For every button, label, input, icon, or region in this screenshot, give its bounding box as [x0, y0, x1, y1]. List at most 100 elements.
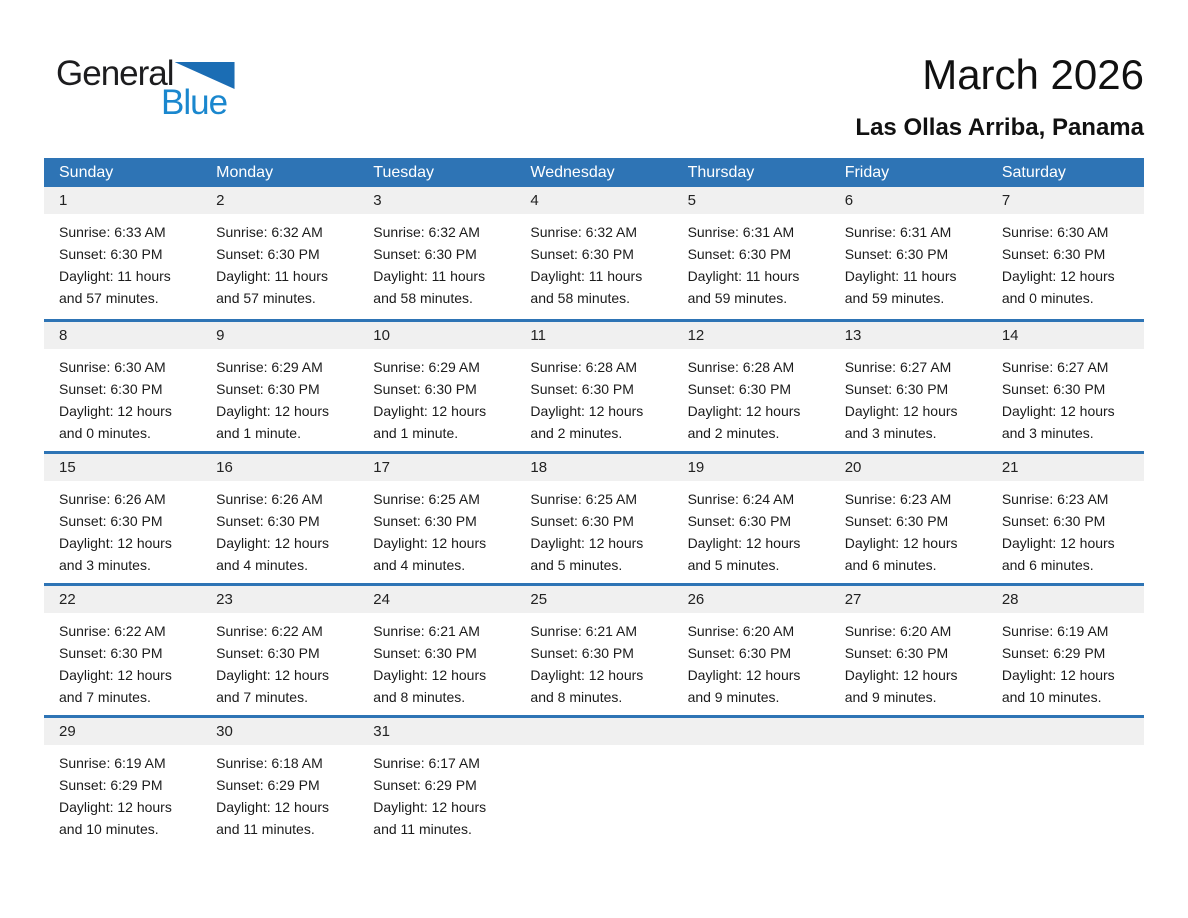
date-number [986, 718, 1144, 745]
daylight-text: Daylight: 12 hours and 3 minutes. [59, 535, 172, 573]
date-number: 16 [201, 454, 359, 481]
day-details: Sunrise: 6:28 AM Sunset: 6:30 PM Daylight:… [673, 349, 830, 444]
daylight-text: Daylight: 12 hours and 11 minutes. [373, 799, 487, 837]
date-number: 1 [44, 187, 202, 214]
week-row: 22 Sunrise: 6:22 AM Sunset: 6:30 PM Dayligh… [44, 583, 1144, 715]
empty-day-cell [986, 718, 1144, 847]
date-number: 13 [829, 322, 987, 349]
day-cell: 18 Sunrise: 6:25 AM Sunset: 6:30 PM Dayligh… [515, 454, 673, 583]
sunrise-text: Sunrise: 6:27 AM [1001, 359, 1109, 375]
day-cell: 1 Sunrise: 6:33 AM Sunset: 6:30 PM Daylight… [44, 187, 202, 319]
date-number: 29 [44, 718, 202, 745]
daylight-text: Daylight: 12 hours and 8 minutes. [373, 667, 487, 705]
sunrise-text: Sunrise: 6:31 AM [687, 224, 795, 240]
sunset-text: Sunset: 6:30 PM [844, 246, 949, 262]
weekday-friday: Friday [844, 163, 890, 181]
calendar-grid: Sunday Monday Tuesday Wednesday Thursday… [44, 158, 1144, 847]
sunset-text: Sunset: 6:30 PM [1001, 513, 1106, 529]
sunset-text: Sunset: 6:30 PM [844, 645, 949, 661]
logo-text-general: General [56, 54, 175, 93]
date-number [515, 718, 673, 745]
sunrise-text: Sunrise: 6:27 AM [844, 359, 952, 375]
day-cell: 17 Sunrise: 6:25 AM Sunset: 6:30 PM Dayligh… [358, 454, 516, 583]
sunset-text: Sunset: 6:29 PM [216, 777, 320, 793]
weekday-saturday: Saturday [1001, 163, 1066, 181]
sunset-text: Sunset: 6:30 PM [59, 381, 163, 397]
day-cell: 15 Sunrise: 6:26 AM Sunset: 6:30 PM Dayligh… [44, 454, 202, 583]
sunset-text: Sunset: 6:30 PM [530, 246, 634, 262]
empty-day-cell [829, 718, 987, 847]
sunrise-text: Sunrise: 6:23 AM [1001, 491, 1109, 507]
sunset-text: Sunset: 6:30 PM [59, 513, 163, 529]
sunrise-text: Sunrise: 6:17 AM [373, 755, 480, 771]
week-row: 29 Sunrise: 6:19 AM Sunset: 6:29 PM Dayligh… [44, 715, 1144, 847]
day-cell: 10 Sunrise: 6:29 AM Sunset: 6:30 PM Dayligh… [358, 322, 516, 451]
week-row: 15 Sunrise: 6:26 AM Sunset: 6:30 PM Dayligh… [44, 451, 1144, 583]
date-number [829, 718, 987, 745]
day-cell: 28 Sunrise: 6:19 AM Sunset: 6:29 PM Dayligh… [986, 586, 1144, 715]
sunset-text: Sunset: 6:30 PM [216, 645, 320, 661]
day-details: Sunrise: 6:21 AM Sunset: 6:30 PM Daylight:… [358, 613, 515, 708]
sunset-text: Sunset: 6:30 PM [687, 246, 792, 262]
sunset-text: Sunset: 6:29 PM [373, 777, 477, 793]
sunset-text: Sunset: 6:30 PM [844, 381, 949, 397]
day-cell: 16 Sunrise: 6:26 AM Sunset: 6:30 PM Dayligh… [201, 454, 359, 583]
sunset-text: Sunset: 6:30 PM [844, 513, 949, 529]
sunrise-text: Sunrise: 6:21 AM [530, 623, 638, 639]
daylight-text: Daylight: 11 hours and 58 minutes. [373, 268, 486, 306]
weekday-sunday: Sunday [59, 163, 114, 181]
sunset-text: Sunset: 6:30 PM [373, 246, 477, 262]
sunrise-text: Sunrise: 6:30 AM [1001, 224, 1109, 240]
daylight-text: Daylight: 12 hours and 7 minutes. [216, 667, 329, 705]
day-cell: 2 Sunrise: 6:32 AM Sunset: 6:30 PM Daylight… [201, 187, 359, 319]
daylight-text: Daylight: 12 hours and 10 minutes. [59, 799, 172, 837]
day-details: Sunrise: 6:18 AM Sunset: 6:29 PM Daylight:… [201, 745, 358, 840]
day-cell: 14 Sunrise: 6:27 AM Sunset: 6:30 PM Dayligh… [986, 322, 1144, 451]
date-number: 4 [515, 187, 673, 214]
sunset-text: Sunset: 6:30 PM [216, 381, 320, 397]
empty-day-cell [515, 718, 673, 847]
date-number: 14 [986, 322, 1144, 349]
sunrise-text: Sunrise: 6:25 AM [373, 491, 480, 507]
day-details: Sunrise: 6:29 AM Sunset: 6:30 PM Daylight:… [201, 349, 358, 444]
sunrise-text: Sunrise: 6:30 AM [59, 359, 166, 375]
weekday-monday: Monday [216, 163, 274, 181]
daylight-text: Daylight: 11 hours and 57 minutes. [216, 268, 328, 306]
daylight-text: Daylight: 12 hours and 4 minutes. [373, 535, 487, 573]
title-block: March 2026 Las Ollas Arriba, Panama [855, 52, 1144, 142]
day-details: Sunrise: 6:22 AM Sunset: 6:30 PM Daylight:… [44, 613, 201, 708]
date-number: 11 [515, 322, 673, 349]
date-number: 6 [829, 187, 987, 214]
weekday-thursday: Thursday [687, 163, 755, 181]
day-details: Sunrise: 6:32 AM Sunset: 6:30 PM Daylight:… [358, 214, 515, 309]
daylight-text: Daylight: 12 hours and 4 minutes. [216, 535, 329, 573]
day-details: Sunrise: 6:22 AM Sunset: 6:30 PM Daylight:… [201, 613, 358, 708]
daylight-text: Daylight: 12 hours and 1 minute. [373, 403, 487, 441]
date-number: 22 [44, 586, 202, 613]
day-cell: 13 Sunrise: 6:27 AM Sunset: 6:30 PM Dayligh… [829, 322, 987, 451]
day-details: Sunrise: 6:26 AM Sunset: 6:30 PM Daylight:… [201, 481, 358, 576]
daylight-text: Daylight: 12 hours and 9 minutes. [687, 667, 801, 705]
day-cell: 7 Sunrise: 6:30 AM Sunset: 6:30 PM Daylight… [986, 187, 1144, 319]
day-details: Sunrise: 6:31 AM Sunset: 6:30 PM Daylight:… [830, 214, 987, 309]
day-cell: 25 Sunrise: 6:21 AM Sunset: 6:30 PM Dayligh… [515, 586, 673, 715]
daylight-text: Daylight: 12 hours and 7 minutes. [59, 667, 172, 705]
sunrise-text: Sunrise: 6:32 AM [530, 224, 638, 240]
day-details: Sunrise: 6:26 AM Sunset: 6:30 PM Daylight:… [44, 481, 201, 576]
sunrise-text: Sunrise: 6:29 AM [216, 359, 323, 375]
day-details: Sunrise: 6:19 AM Sunset: 6:29 PM Daylight:… [987, 613, 1144, 708]
day-details: Sunrise: 6:27 AM Sunset: 6:30 PM Daylight:… [830, 349, 987, 444]
daylight-text: Daylight: 12 hours and 2 minutes. [530, 403, 644, 441]
daylight-text: Daylight: 11 hours and 59 minutes. [844, 268, 957, 306]
day-cell: 22 Sunrise: 6:22 AM Sunset: 6:30 PM Dayligh… [44, 586, 202, 715]
date-number: 17 [358, 454, 516, 481]
sunset-text: Sunset: 6:30 PM [373, 381, 477, 397]
day-details: Sunrise: 6:32 AM Sunset: 6:30 PM Daylight:… [201, 214, 358, 309]
sunrise-text: Sunrise: 6:22 AM [59, 623, 166, 639]
day-details: Sunrise: 6:30 AM Sunset: 6:30 PM Daylight:… [44, 349, 201, 444]
sunrise-text: Sunrise: 6:20 AM [844, 623, 952, 639]
day-details: Sunrise: 6:19 AM Sunset: 6:29 PM Daylight:… [44, 745, 201, 840]
week-row: 1 Sunrise: 6:33 AM Sunset: 6:30 PM Daylight… [44, 187, 1144, 319]
day-details: Sunrise: 6:25 AM Sunset: 6:30 PM Daylight:… [515, 481, 672, 576]
date-number: 2 [201, 187, 359, 214]
